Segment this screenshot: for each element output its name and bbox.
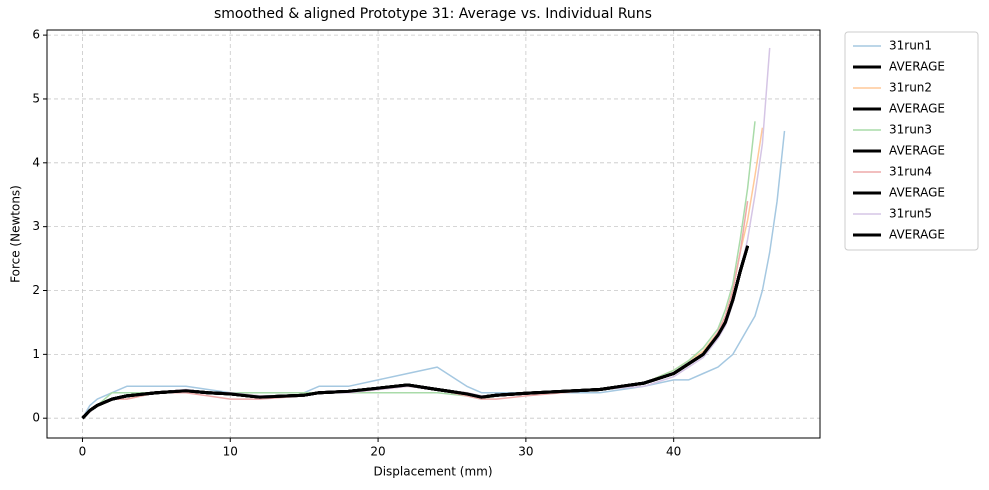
legend-label: 31run5 <box>889 207 932 221</box>
y-tick-label: 1 <box>32 347 40 361</box>
legend-label: 31run1 <box>889 39 932 53</box>
y-tick-label: 3 <box>32 219 40 233</box>
y-tick-label: 4 <box>32 155 40 169</box>
legend-box <box>844 31 979 251</box>
series-line <box>81 130 786 419</box>
legend-label: AVERAGE <box>889 60 945 74</box>
series-line <box>81 245 750 420</box>
y-tick-label: 5 <box>32 91 40 105</box>
y-tick-label: 6 <box>32 28 40 42</box>
x-tick-label: 40 <box>666 445 681 459</box>
x-tick-label: 0 <box>79 445 87 459</box>
x-tick-label: 20 <box>370 445 385 459</box>
series-line <box>82 127 764 419</box>
legend-label: AVERAGE <box>889 228 945 242</box>
legend-label: 31run3 <box>889 123 932 137</box>
legend-label: AVERAGE <box>889 144 945 158</box>
x-tick-label: 30 <box>518 445 533 459</box>
plot-frame <box>46 29 821 439</box>
series-line <box>82 121 756 419</box>
legend-label: 31run2 <box>889 81 932 95</box>
y-axis-label: Force (Newtons) <box>9 185 23 283</box>
legend-label: AVERAGE <box>889 186 945 200</box>
chart-title: smoothed & aligned Prototype 31: Average… <box>214 6 652 22</box>
series-line <box>82 47 771 419</box>
x-tick-label: 10 <box>223 445 238 459</box>
y-tick-label: 0 <box>32 411 40 425</box>
y-tick-label: 2 <box>32 283 40 297</box>
legend-label: 31run4 <box>889 165 932 179</box>
x-axis-label: Displacement (mm) <box>373 465 492 479</box>
legend-label: AVERAGE <box>889 102 945 116</box>
